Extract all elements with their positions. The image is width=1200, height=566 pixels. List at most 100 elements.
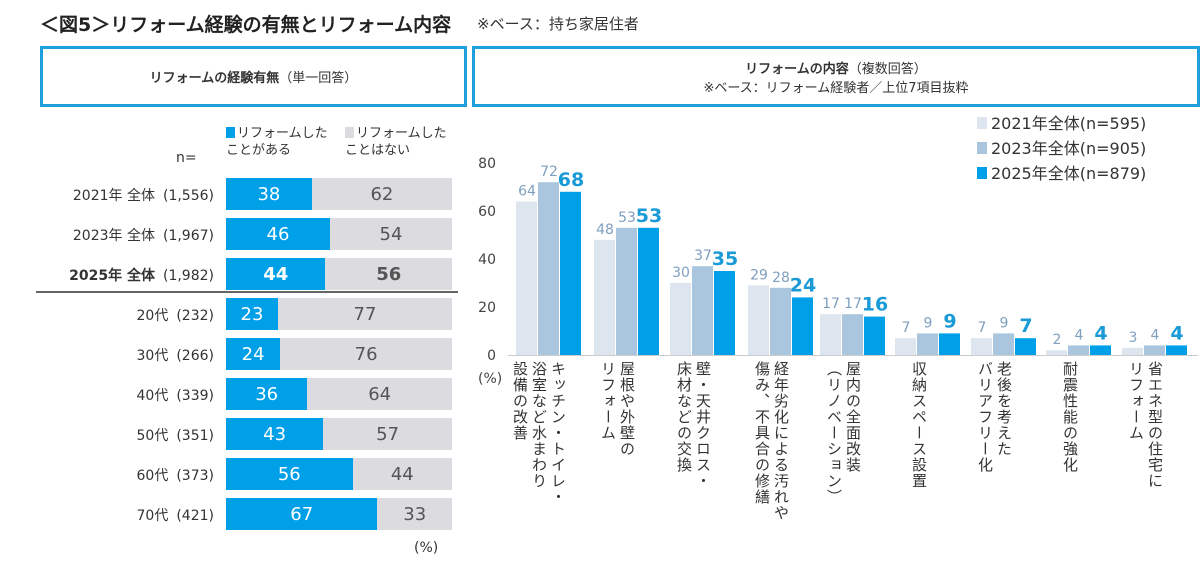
bar-1-7 xyxy=(1068,345,1089,355)
bar-no: 33 xyxy=(377,498,452,530)
data-label: 30 xyxy=(672,265,690,281)
bar-yes: 38 xyxy=(226,178,312,210)
bar-0-5 xyxy=(895,338,916,355)
row-label: 20代 (232) xyxy=(137,305,214,325)
data-label: 7 xyxy=(902,320,911,336)
row-label: 2021年 全体 (1,556) xyxy=(73,185,214,205)
stacked-bar: 23 77 xyxy=(226,298,452,330)
reform-content-chart: 0 20 40 60 80 (%) 64 72 68 48 53 53 30 37 35 29 28 24 17 17… xyxy=(470,110,1200,566)
row-group: 50代 xyxy=(136,428,169,444)
data-label: 17 xyxy=(844,296,862,312)
data-label: 2 xyxy=(1053,332,1062,348)
bar-2-0 xyxy=(560,191,581,355)
data-label: 16 xyxy=(862,294,888,316)
bar-1-0 xyxy=(538,182,559,355)
legend-swatch xyxy=(226,127,235,138)
data-label: 4 xyxy=(1151,327,1160,343)
category-label: 老後を考えた バリアフリー化 xyxy=(976,361,1013,473)
bar-no: 56 xyxy=(325,258,452,290)
row-n: (339) xyxy=(176,388,214,404)
right-panel-base-note: ※ベース：リフォーム経験者／上位7項目抜粋 xyxy=(703,80,969,96)
row-3: 20代 (232) 23 77 xyxy=(0,298,460,330)
row-n: (421) xyxy=(176,508,214,524)
legend-no: リフォームした ことはない xyxy=(345,125,447,159)
row-8: 70代 (421) 67 33 xyxy=(0,498,460,530)
row-label: 70代 (421) xyxy=(137,505,214,525)
legend-label: 2021年全体(n=595) xyxy=(991,114,1146,133)
data-label: 68 xyxy=(558,169,584,191)
data-label: 24 xyxy=(790,274,816,296)
y-tick-label: 20 xyxy=(478,300,496,316)
bar-yes: 43 xyxy=(226,418,324,450)
bar-yes: 67 xyxy=(226,498,378,530)
category-label: キッチン・トイレ・ 浴室など水まわり 設備の改善 xyxy=(511,361,567,505)
category-label: 屋内の全面改装 （リノベーション） xyxy=(825,361,862,505)
data-label: 28 xyxy=(772,270,790,286)
row-group: 2025年 全体 xyxy=(69,268,155,284)
stacked-bar: 43 57 xyxy=(226,418,452,450)
bar-1-4 xyxy=(842,314,863,355)
left-unit-label: (%) xyxy=(414,540,439,556)
category-label: 収納スペース設置 xyxy=(910,361,928,489)
data-label: 4 xyxy=(1094,322,1107,344)
category-label: 耐震性能の強化 xyxy=(1061,361,1079,473)
bar-2-8 xyxy=(1166,345,1187,355)
data-label: 9 xyxy=(924,315,933,331)
bar-yes: 36 xyxy=(226,378,308,410)
row-group: 60代 xyxy=(136,468,169,484)
bar-0-6 xyxy=(971,338,992,355)
data-label: 53 xyxy=(636,205,662,227)
bar-1-2 xyxy=(692,266,713,355)
legend-swatch xyxy=(977,117,987,129)
left-panel-header: リフォームの経験有無（単一回答） xyxy=(40,46,467,107)
right-panel-note: （複数回答） xyxy=(848,61,927,77)
stacked-bar: 44 56 xyxy=(226,258,452,290)
bar-no: 62 xyxy=(311,178,452,210)
data-label: 35 xyxy=(712,248,738,270)
category-label: 省エネ型の住宅に リフォーム xyxy=(1127,361,1164,489)
legend-label: 2025年全体(n=879) xyxy=(991,164,1146,183)
row-1: 2023年 全体 (1,967) 46 54 xyxy=(0,218,460,250)
y-unit-label: (%) xyxy=(478,371,502,387)
row-4: 30代 (266) 24 76 xyxy=(0,338,460,370)
row-n: (1,967) xyxy=(162,228,214,244)
bar-no: 76 xyxy=(280,338,452,370)
right-panel-title: リフォームの内容 xyxy=(745,61,849,77)
data-label: 17 xyxy=(822,296,840,312)
row-group: 30代 xyxy=(136,348,169,364)
row-n: (373) xyxy=(176,468,214,484)
bar-2-1 xyxy=(638,227,659,355)
row-label: 2023年 全体 (1,967) xyxy=(73,225,214,245)
bar-0-1 xyxy=(594,239,615,355)
row-label: 40代 (339) xyxy=(137,385,214,405)
stacked-bar: 67 33 xyxy=(226,498,452,530)
legend-label: リフォームした ことはない xyxy=(345,126,447,158)
data-label: 29 xyxy=(750,267,768,283)
row-n: (232) xyxy=(176,308,214,324)
legend-swatch xyxy=(977,142,987,154)
row-group: 40代 xyxy=(136,388,169,404)
figure-title: ＜図5＞リフォーム経験の有無とリフォーム内容 xyxy=(40,14,452,36)
bar-1-6 xyxy=(993,333,1014,355)
row-n: (266) xyxy=(176,348,214,364)
bar-0-7 xyxy=(1046,350,1067,355)
bar-0-8 xyxy=(1122,347,1143,355)
data-label: 48 xyxy=(596,222,614,238)
bar-no: 57 xyxy=(323,418,452,450)
category-label: 経年劣化による汚れや 傷み、不具合の修繕 xyxy=(753,361,790,521)
row-group: 2021年 全体 xyxy=(72,188,155,204)
right-panel-header: リフォームの内容（複数回答） ※ベース：リフォーム経験者／上位7項目抜粋 xyxy=(472,46,1200,107)
stacked-bar: 24 76 xyxy=(226,338,452,370)
stacked-bar: 36 64 xyxy=(226,378,452,410)
legend-label: リフォームした ことがある xyxy=(226,126,328,158)
data-label: 7 xyxy=(978,320,987,336)
legend-swatch xyxy=(977,167,987,179)
stacked-bar: 38 62 xyxy=(226,178,452,210)
legend-swatch xyxy=(345,127,354,138)
left-panel-note: （単一回答） xyxy=(279,71,358,86)
row-n: (1,556) xyxy=(162,188,214,204)
bar-1-8 xyxy=(1144,345,1165,355)
bar-0-2 xyxy=(670,283,691,355)
row-0: 2021年 全体 (1,556) 38 62 xyxy=(0,178,460,210)
